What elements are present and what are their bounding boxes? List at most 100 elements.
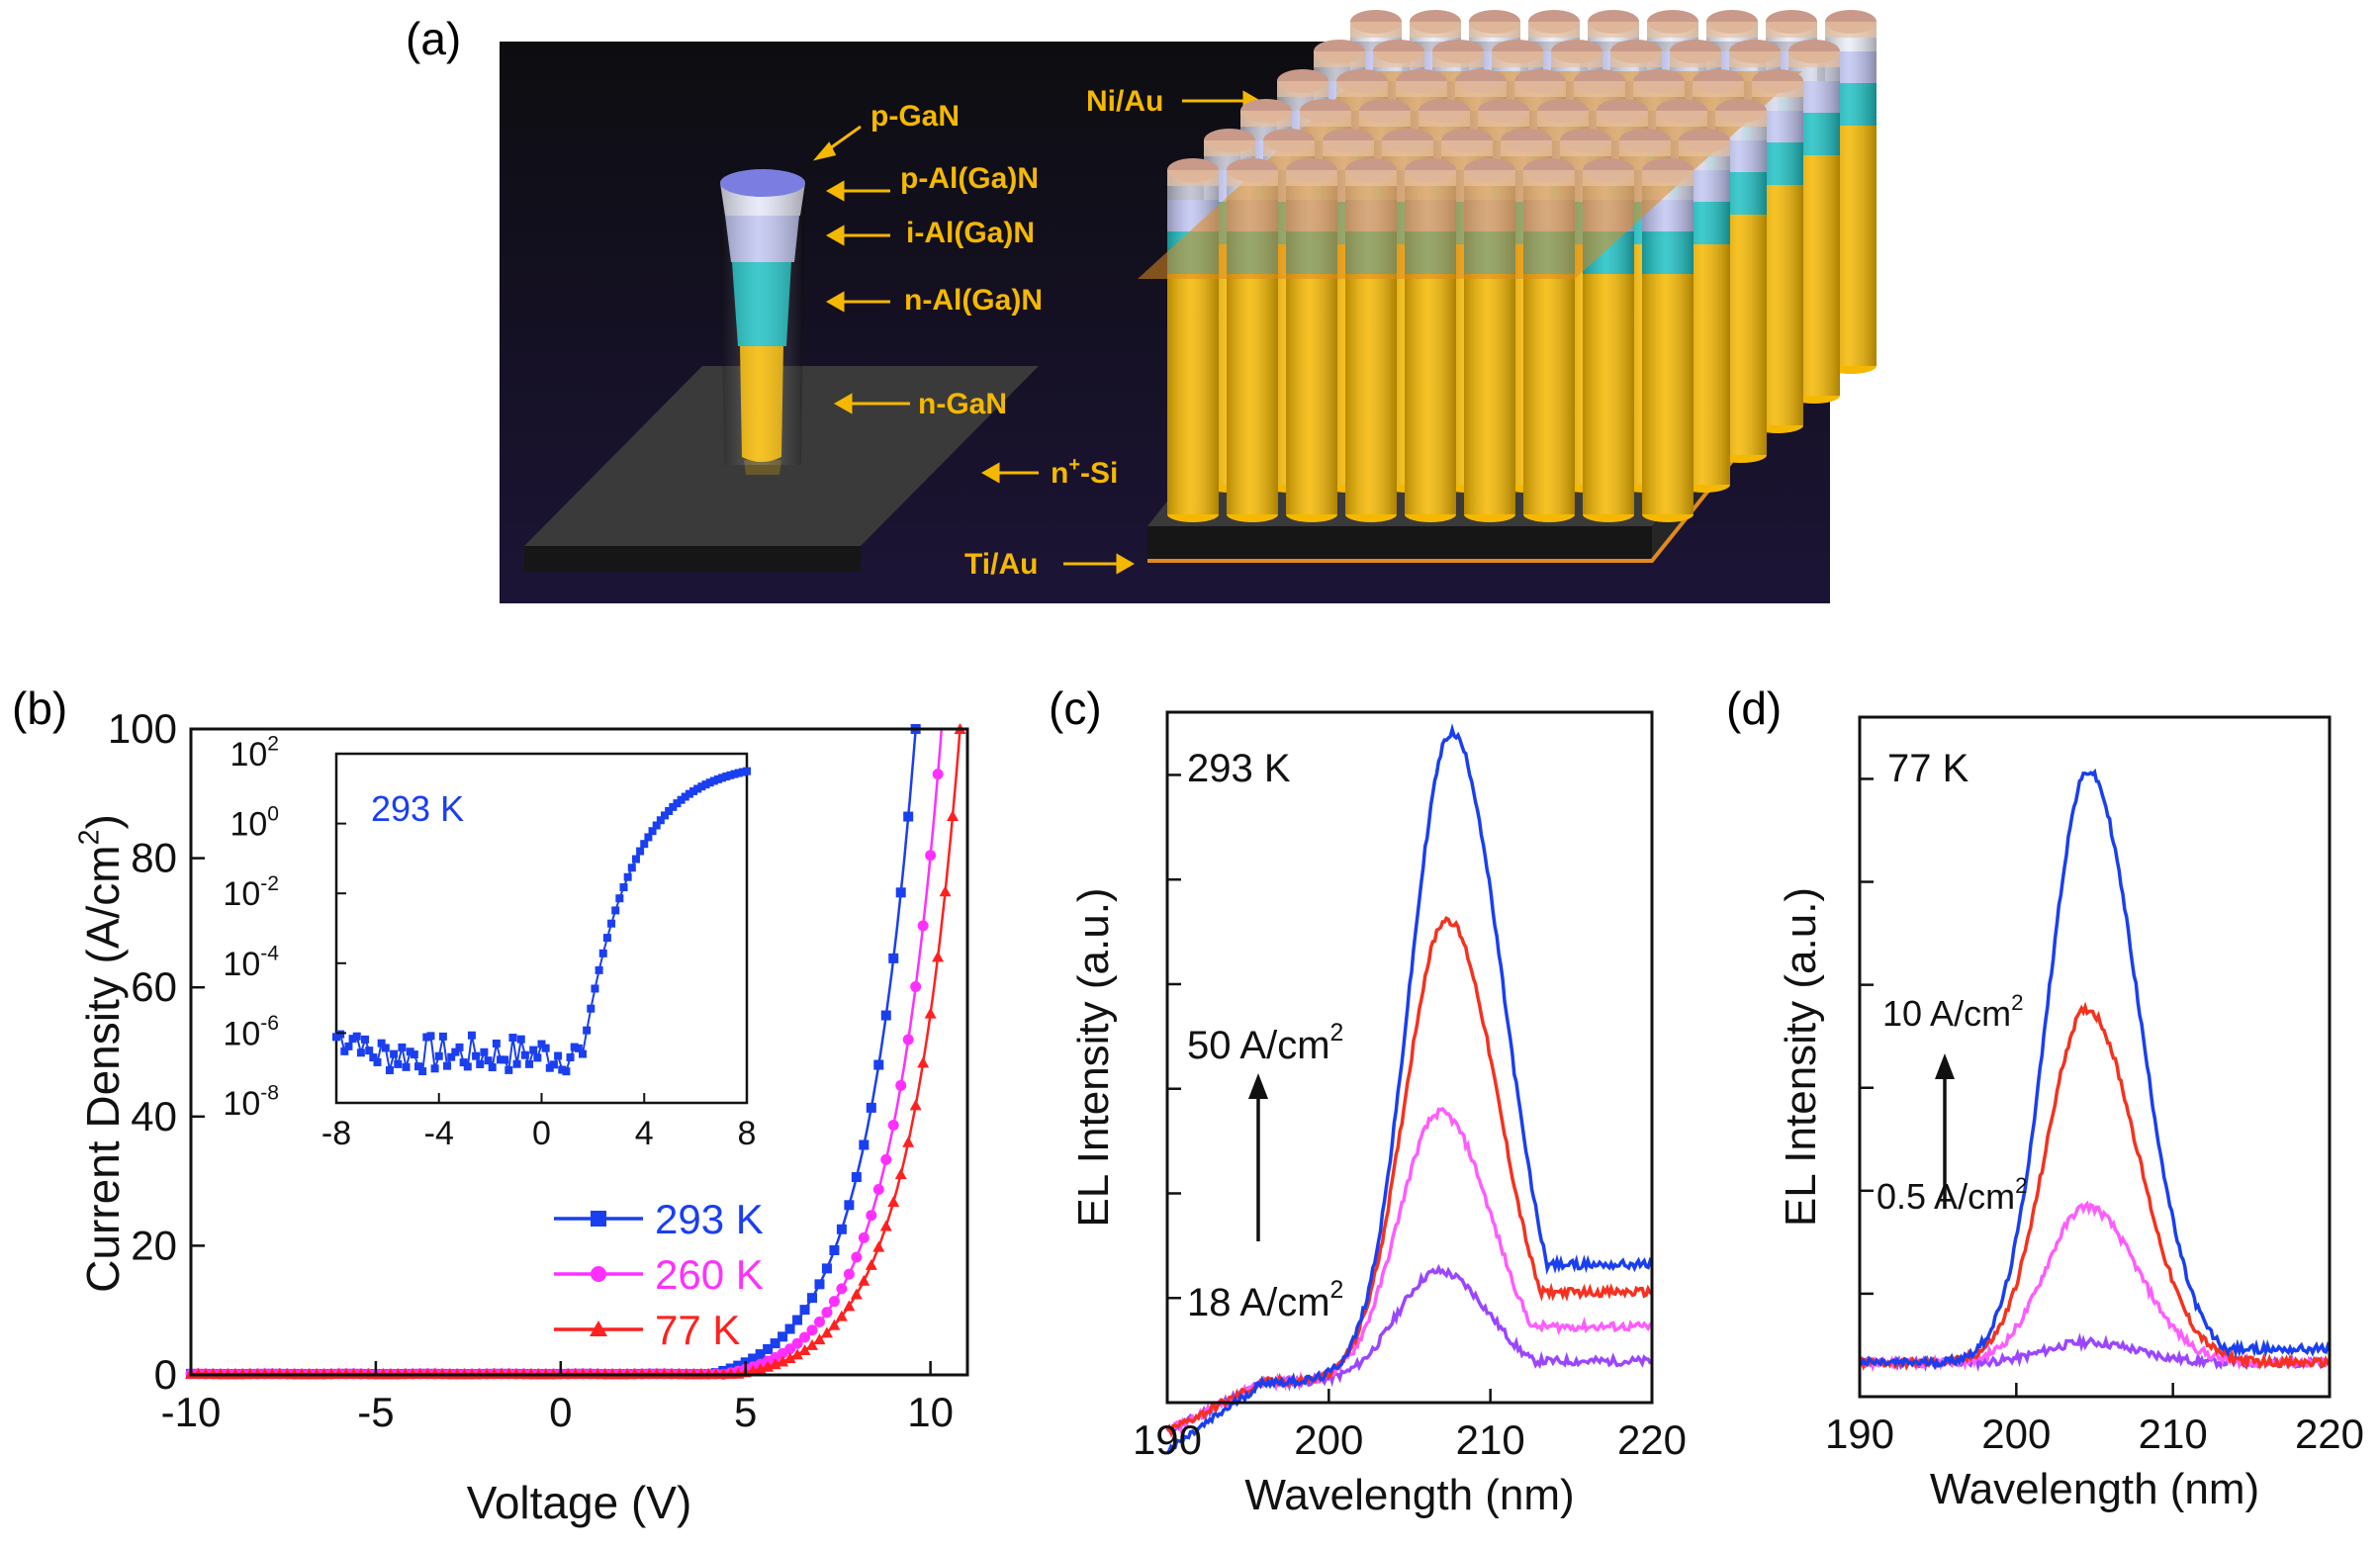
panel-label-b: (b) — [12, 683, 67, 734]
point-77k — [850, 1288, 863, 1300]
point-260k — [791, 1337, 803, 1349]
spectrum-line-3 — [1858, 768, 2332, 1371]
point-293k — [873, 1059, 884, 1070]
panel-label-c: (c) — [1049, 683, 1102, 734]
x-tick-label: 190 — [1133, 1416, 1202, 1463]
point-77k — [887, 1196, 900, 1208]
wire-top-band — [1410, 22, 1461, 38]
point-77k — [806, 1338, 818, 1350]
wire-top-band — [1336, 81, 1388, 97]
wire-top-band — [1359, 111, 1411, 127]
temperature-annotation: 293 K — [1187, 747, 1291, 790]
upper-current-label: 50 A/cm2 — [1187, 1020, 1343, 1067]
inset-y-tick-label: 102 — [229, 733, 279, 774]
upper-current-label-main: 10 A/cm — [1882, 993, 2011, 1034]
point-260k — [806, 1324, 818, 1336]
legend-marker — [591, 1211, 606, 1227]
single-nanowire — [720, 169, 805, 475]
inset-y-tick-label: 10-2 — [223, 872, 279, 913]
wire-top-band — [1766, 22, 1817, 38]
label-n-gan: n-GaN — [918, 388, 1007, 420]
inset-x-tick-label: 0 — [532, 1115, 551, 1152]
point-293k — [778, 1331, 788, 1342]
wire-top-band — [1432, 51, 1484, 67]
wire-top-band — [1455, 81, 1507, 97]
x-tick-label: 200 — [1981, 1411, 2051, 1457]
wire-top-band — [1693, 81, 1744, 97]
y-axis-label-sup: 2 — [73, 830, 105, 846]
lower-current-label-main: 18 A/cm — [1187, 1281, 1330, 1324]
wire-top-band — [1396, 81, 1447, 97]
inset-y-tick-label-sup: 2 — [267, 733, 279, 756]
point-260k — [910, 981, 922, 993]
point-293k — [903, 811, 914, 822]
spectrum-line-2 — [1165, 916, 1653, 1438]
point-77k — [820, 1326, 833, 1338]
temperature-annotation: 77 K — [1887, 747, 1969, 790]
wire-top-band — [1656, 111, 1707, 127]
point-293k — [829, 1244, 840, 1255]
wire-top-band — [1642, 170, 1693, 186]
wire-top-band — [1619, 140, 1671, 156]
point-77k — [909, 1099, 922, 1111]
inset-y-tick-label-sup: -8 — [260, 1082, 279, 1105]
wire-top-band — [1588, 22, 1639, 38]
point-293k — [807, 1293, 817, 1304]
label-p-gan: p-GaN — [870, 100, 960, 133]
point-77k — [939, 885, 952, 897]
wire-top-band — [1679, 140, 1730, 156]
wire-top-band — [1597, 111, 1648, 127]
wire-top-band — [1204, 140, 1255, 156]
lower-current-label: 0.5 A/cm2 — [1877, 1173, 2027, 1217]
inset-y-tick-label-main: 10 — [223, 1015, 260, 1052]
wire-top-band — [1583, 170, 1634, 186]
point-77k — [932, 951, 945, 962]
inset-annotation: 293 K — [371, 788, 464, 829]
y-axis-label-end: ) — [77, 814, 129, 829]
x-tick-label: 5 — [734, 1389, 757, 1435]
plot-frame — [1165, 710, 1654, 1405]
panel-label-d: (d) — [1726, 683, 1782, 734]
wire-top-band — [1441, 140, 1493, 156]
wire-top-band — [1523, 170, 1575, 186]
point-77k — [835, 1310, 848, 1321]
point-293k — [792, 1315, 803, 1325]
lower-current-label-sup: 2 — [1330, 1277, 1344, 1304]
point-77k — [894, 1168, 907, 1180]
point-77k — [917, 1056, 930, 1068]
wire-top-band — [1551, 51, 1602, 67]
wire-top-band — [1647, 22, 1698, 38]
legend-marker — [590, 1320, 607, 1336]
point-77k — [777, 1355, 789, 1367]
point-293k — [888, 953, 899, 963]
legend-label: 260 K — [655, 1251, 764, 1298]
plot-frame — [189, 727, 969, 1377]
point-293k — [844, 1200, 855, 1211]
x-axis-label: Wavelength (nm) — [1244, 1471, 1574, 1519]
y-axis-label: EL Intensity (a.u.) — [1069, 887, 1118, 1227]
point-260k — [895, 1079, 907, 1091]
point-260k — [828, 1296, 840, 1308]
upper-current-label-sup: 2 — [2011, 990, 2023, 1015]
increase-arrowhead — [1935, 1053, 1955, 1079]
inset-y-tick-label-main: 10 — [223, 875, 260, 913]
wire-top-band — [1560, 140, 1611, 156]
point-260k — [851, 1251, 863, 1263]
array-nanowire — [1642, 170, 1693, 522]
label-top-contact: Ni/Au — [1086, 85, 1163, 118]
point-293k — [814, 1279, 825, 1290]
point-293k — [763, 1343, 774, 1354]
panel-label-a: (a) — [406, 13, 461, 64]
wire-shade — [1642, 170, 1693, 514]
wire-top-band — [1314, 51, 1365, 67]
point-77k — [947, 809, 960, 821]
y-axis-label: EL Intensity (a.u.) — [1777, 887, 1825, 1227]
spectrum-line-1 — [1166, 1106, 1654, 1437]
point-260k — [902, 1034, 914, 1046]
point-77k — [791, 1348, 804, 1360]
point-77k — [872, 1240, 885, 1252]
label-p-algan: p-Al(Ga)N — [900, 162, 1039, 195]
x-tick-label: 10 — [907, 1389, 954, 1435]
lower-current-label-sup: 2 — [2015, 1173, 2027, 1198]
inset-y-tick-label-sup: 0 — [267, 802, 279, 825]
